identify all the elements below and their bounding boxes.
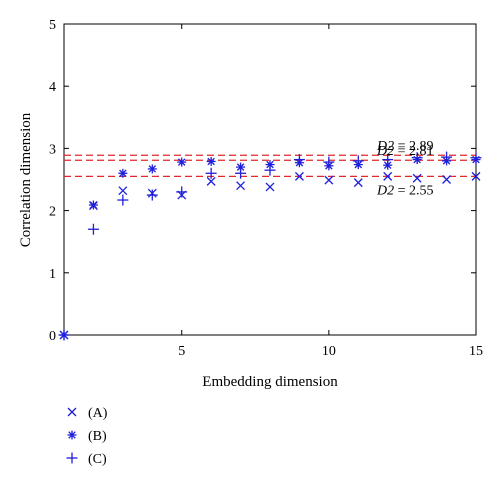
series-1-point-8	[265, 182, 275, 192]
x-tick-label-10: 10	[322, 344, 336, 359]
legend-marker-2	[67, 430, 77, 440]
series-3-point-6	[205, 167, 217, 179]
series-1-point-6	[206, 176, 216, 186]
series-3-point-13	[411, 152, 423, 164]
series-3-point-14	[441, 151, 453, 163]
reference-label-value: = 2.55	[394, 183, 433, 198]
y-axis-title: Correlation dimension	[18, 112, 34, 247]
series-1-point-3	[118, 186, 128, 196]
series-3-point-2	[87, 223, 99, 235]
series-1-point-10	[324, 175, 334, 185]
series-2-point-7	[236, 162, 246, 172]
reference-label-value: = 2.89	[394, 139, 433, 154]
legend-marker-1	[67, 407, 77, 417]
x-axis-title: Embedding dimension	[202, 374, 338, 390]
series-3-point-10	[323, 156, 335, 168]
y-tick-label-3: 3	[49, 142, 56, 157]
reference-label-symbol: D2	[376, 183, 394, 198]
series-3-point-9	[293, 154, 305, 166]
data-points	[58, 151, 482, 341]
series-1-point-13	[412, 173, 422, 183]
series-3-point-1	[58, 329, 70, 341]
legend-marker-3	[66, 452, 78, 464]
y-tick-label-1: 1	[49, 267, 56, 282]
series-2-point-2	[88, 200, 98, 210]
reference-label-3: D2 = 2.55	[376, 183, 434, 198]
series-3-points	[58, 151, 482, 341]
reference-lines	[64, 154, 476, 178]
y-tick-label-2: 2	[49, 205, 56, 220]
y-tick-label-0: 0	[49, 329, 56, 344]
series-3-point-4	[146, 189, 158, 201]
series-2-point-5	[177, 157, 187, 167]
series-1-point-11	[353, 178, 363, 188]
series-2-point-8	[265, 160, 275, 170]
series-3-point-5	[176, 186, 188, 198]
reference-label-symbol: D2	[376, 144, 394, 159]
legend: (A) (B) (C)	[66, 406, 108, 467]
series-3-point-8	[264, 164, 276, 176]
series-1-point-12	[383, 171, 393, 181]
x-axis-ticks: 5 10 15	[178, 24, 483, 359]
series-3-point-12	[382, 154, 394, 166]
series-2-point-4	[147, 164, 157, 174]
reference-label-1: D2 = 2.89	[376, 139, 434, 154]
plot-frame	[63, 23, 477, 336]
series-2-points	[59, 155, 481, 340]
x-tick-label-15: 15	[469, 344, 483, 359]
legend-label-1: (A)	[88, 406, 108, 421]
reference-label-value: = 2.81	[394, 144, 433, 159]
series-2-point-12	[383, 160, 393, 170]
x-tick-label-5: 5	[178, 344, 185, 359]
series-3-point-7	[235, 167, 247, 179]
series-3-point-3	[117, 194, 129, 206]
series-3-point-15	[470, 152, 482, 164]
series-3-point-11	[352, 155, 364, 167]
series-1-point-9	[294, 171, 304, 181]
series-2-point-6	[206, 156, 216, 166]
series-1-point-15	[471, 171, 481, 181]
reference-label-2: D2 = 2.81	[376, 144, 434, 159]
series-1-point-14	[442, 175, 452, 184]
legend-label-3: (C)	[88, 452, 107, 467]
series-1-point-7	[236, 181, 246, 191]
y-tick-label-5: 5	[49, 18, 56, 33]
series-2-point-3	[118, 168, 128, 178]
y-tick-label-4: 4	[49, 80, 56, 95]
legend-label-2: (B)	[88, 429, 107, 444]
reference-label-symbol: D2	[376, 139, 394, 154]
